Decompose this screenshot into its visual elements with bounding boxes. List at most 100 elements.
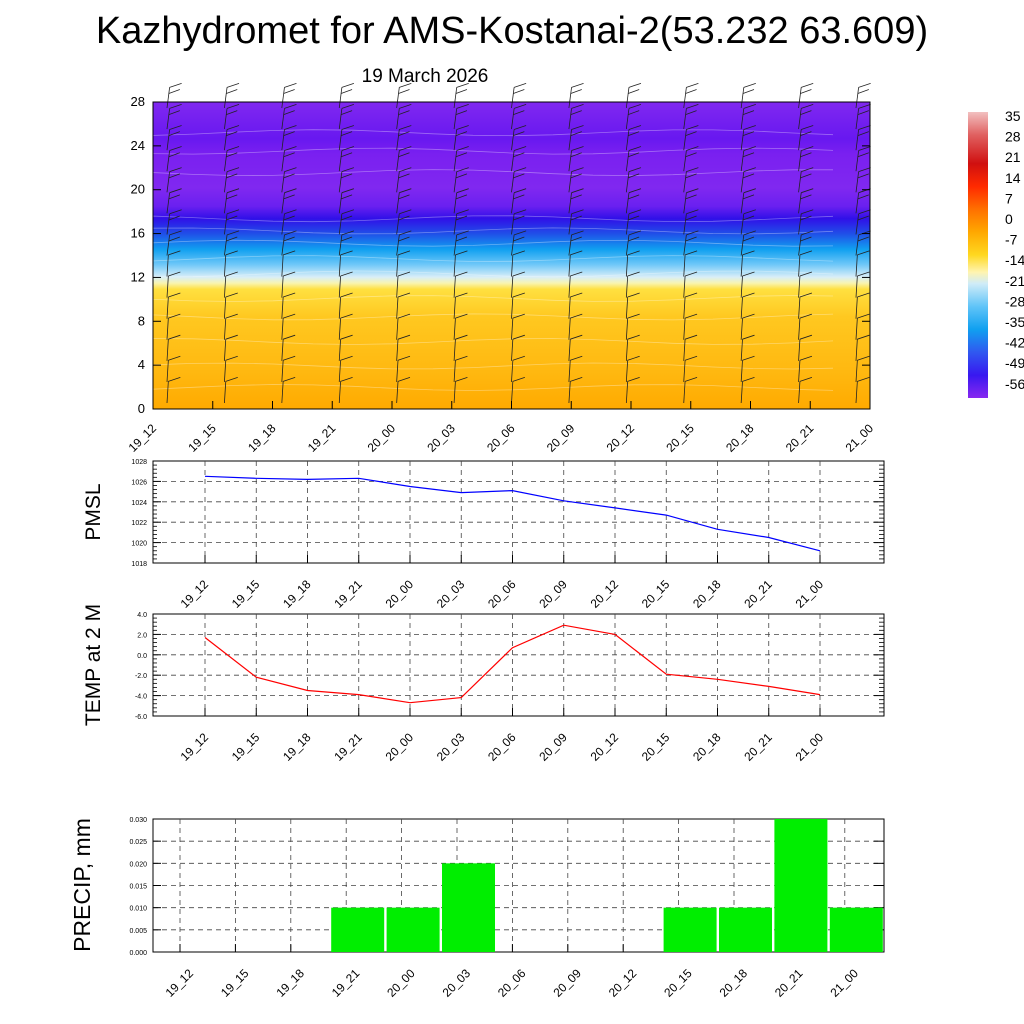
wind-barb-staff <box>396 254 399 277</box>
wind-barb-flag <box>169 82 182 88</box>
wind-barb-flag <box>571 104 584 109</box>
wind-barb-staff <box>511 171 515 193</box>
wind-barb-flag <box>742 152 755 158</box>
wind-barb-flag <box>512 334 525 340</box>
contour-line <box>152 255 834 262</box>
wind-barb-flag <box>743 188 756 194</box>
wind-barb-staff <box>281 318 284 340</box>
wind-barb-staff <box>166 150 171 172</box>
wind-barb-flag <box>742 271 755 277</box>
heatmap-x-tick-label: 20_15 <box>663 421 697 455</box>
wind-barb-flag <box>225 313 238 319</box>
wind-barb-flag <box>341 82 355 88</box>
wind-barb-staff <box>625 192 630 214</box>
wind-barb-flag <box>686 167 699 172</box>
precip-y-tick-label: 0.020 <box>129 861 147 868</box>
wind-barb-staff <box>224 318 227 340</box>
wind-barb-staff <box>798 381 801 404</box>
wind-barb-staff <box>166 381 169 404</box>
wind-barb-staff <box>281 339 284 361</box>
wind-barb-flag <box>456 125 469 130</box>
wind-barb-staff <box>224 234 228 256</box>
wind-barb-flag <box>340 89 353 94</box>
precip-x-tick-label: 19_12 <box>163 966 197 1000</box>
wind-barb-flag <box>799 355 813 361</box>
wind-barb-staff <box>224 192 228 214</box>
wind-barb-flag <box>226 236 238 242</box>
contour-line <box>152 338 834 345</box>
pmsl-x-tick-label: 20_06 <box>485 577 519 611</box>
wind-barb-flag <box>169 146 182 151</box>
wind-barb-flag <box>226 89 238 94</box>
wind-barb-flag <box>628 236 640 242</box>
wind-barb-flag <box>514 104 527 109</box>
wind-barb-staff <box>453 129 458 151</box>
wind-barb-flag <box>397 355 411 361</box>
wind-barb-staff <box>511 360 514 382</box>
wind-barb-flag <box>571 188 584 194</box>
wind-barb-flag <box>801 125 814 130</box>
heatmap-x-tick-label: 20_12 <box>604 421 638 455</box>
wind-barb-staff <box>338 360 341 382</box>
wind-barb-flag <box>513 110 525 115</box>
wind-barb-flag <box>226 173 238 179</box>
wind-barb-staff <box>338 339 341 361</box>
wind-barb-flag <box>684 292 698 298</box>
wind-barb-flag <box>857 355 870 361</box>
precip-bar <box>442 863 495 952</box>
wind-barb-flag <box>686 104 699 109</box>
wind-barb-flag <box>857 271 870 277</box>
wind-barb-flag <box>513 89 525 94</box>
wind-barb-flag <box>743 209 756 215</box>
pmsl-x-tick-label: 19_21 <box>331 577 365 611</box>
wind-barb-flag <box>169 104 182 109</box>
wind-barb-staff <box>683 87 687 109</box>
precip-y-tick-label: 0.000 <box>129 950 147 957</box>
wind-barb-flag <box>570 376 583 382</box>
wind-barb-flag <box>801 167 814 172</box>
wind-barb-flag <box>686 146 699 151</box>
wind-barb-flag <box>399 188 412 194</box>
wind-barb-flag <box>800 215 812 221</box>
colorbar-label: 0 <box>1005 211 1013 227</box>
wind-barb-flag <box>398 215 410 221</box>
precip-y-tick-label: 0.030 <box>129 817 147 824</box>
wind-barb-staff <box>281 108 285 130</box>
precip-y-tick-label: 0.005 <box>129 928 147 935</box>
wind-barb-staff <box>511 87 515 109</box>
wind-barb-flag <box>168 334 181 340</box>
wind-barb-flag <box>340 271 353 277</box>
wind-barb-flag <box>742 292 755 298</box>
wind-barb-flag <box>801 209 814 215</box>
wind-barb-flag <box>225 292 238 298</box>
contour-line <box>152 384 834 391</box>
wind-barb-staff <box>166 275 169 298</box>
wind-barb-staff <box>683 360 686 382</box>
wind-barb-staff <box>281 297 284 319</box>
wind-barb-flag <box>628 167 642 172</box>
wind-barb-staff <box>568 318 571 340</box>
wind-barb-flag <box>512 271 525 277</box>
wind-barb-flag <box>570 271 583 277</box>
wind-barb-flag <box>628 82 642 88</box>
wind-barb-flag <box>628 230 642 236</box>
wind-barb-flag <box>685 215 697 221</box>
wind-barb-flag <box>686 82 699 88</box>
wind-barb-flag <box>800 236 812 242</box>
wind-barb-flag <box>169 188 182 194</box>
wind-barb-flag <box>686 209 699 215</box>
wind-barb-flag <box>628 131 640 137</box>
wind-barb-flag <box>283 271 296 277</box>
wind-barb-flag <box>341 230 355 236</box>
precip-bar <box>331 907 385 952</box>
wind-barb-flag <box>857 215 869 221</box>
wind-barb-flag <box>283 313 296 319</box>
wind-barb-flag <box>225 271 238 277</box>
wind-barb-flag <box>801 104 814 109</box>
wind-barb-staff <box>453 171 458 193</box>
wind-barb-flag <box>570 292 583 298</box>
wind-barb-flag <box>226 125 240 130</box>
wind-barb-flag <box>570 194 582 200</box>
wind-barb-flag <box>226 104 240 109</box>
wind-barb-flag <box>513 152 525 158</box>
